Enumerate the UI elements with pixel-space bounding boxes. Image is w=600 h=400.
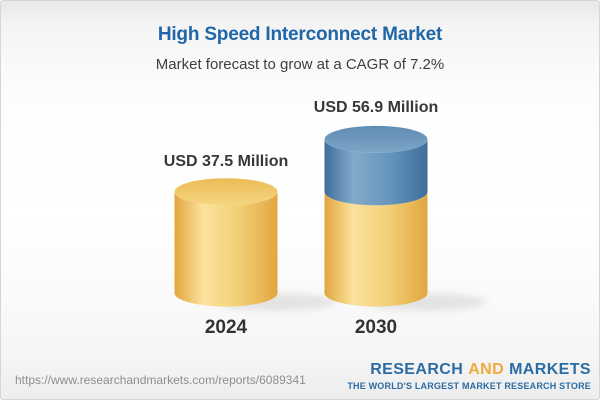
cylinder-segment-gold: [324, 191, 428, 307]
logo-word-and: AND: [468, 361, 505, 378]
research-and-markets-logo: RESEARCH AND MARKETS THE WORLD'S LARGEST…: [347, 361, 591, 391]
logo-word-markets: MARKETS: [509, 361, 591, 378]
category-label-2024: 2024: [204, 317, 248, 338]
value-label-2024: USD 37.5 Million: [163, 153, 289, 170]
value-label-2030: USD 56.9 Million: [313, 99, 439, 116]
cylinder-top-face: [324, 125, 428, 153]
logo-tagline: THE WORLD'S LARGEST MARKET RESEARCH STOR…: [347, 380, 591, 391]
page-title: High Speed Interconnect Market: [157, 24, 443, 45]
cylinder-segment-blue: [324, 139, 428, 206]
report-url[interactable]: https://www.researchandmarkets.com/repor…: [15, 373, 306, 387]
logo-wordmark: RESEARCH AND MARKETS: [347, 361, 591, 379]
cylinder-2030: [324, 125, 486, 311]
category-label-2030: 2030: [354, 317, 398, 338]
chart-header: High Speed Interconnect Market Market fo…: [1, 24, 599, 73]
chart-subtitle: Market forecast to grow at a CAGR of 7.2…: [155, 56, 445, 73]
cylinder-top-face: [174, 178, 278, 206]
cylinder-2024: [174, 178, 336, 311]
cylinder-segment-gold: [174, 191, 278, 307]
logo-word-research: RESEARCH: [370, 361, 464, 378]
